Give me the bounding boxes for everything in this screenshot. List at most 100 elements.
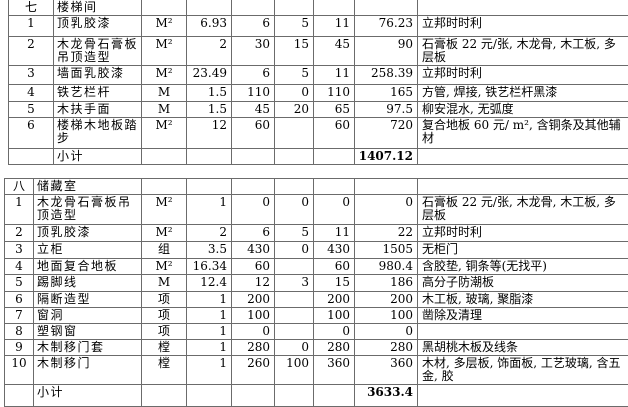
cell-price-3: 45 — [314, 37, 355, 66]
cell-item-name: 踢脚线 — [34, 275, 142, 292]
empty-cell — [355, 179, 418, 195]
empty-cell — [187, 385, 232, 407]
cell-unit: M² — [142, 225, 187, 242]
cell-item-name: 木制移门 — [34, 356, 142, 385]
cell-row-number: 10 — [5, 356, 34, 385]
cell-item-name: 木龙骨石膏板吊顶造型 — [34, 195, 142, 225]
empty-cell — [5, 385, 34, 407]
cell-item-name: 木制移门套 — [34, 340, 142, 356]
empty-cell — [275, 385, 314, 407]
cell-price-3: 280 — [314, 340, 355, 356]
cell-amount: 1505 — [355, 242, 418, 259]
cell-price-2 — [275, 259, 314, 275]
section-number: 七 — [9, 0, 54, 16]
cell-amount: 90 — [355, 37, 418, 66]
cell-unit: M² — [142, 16, 187, 37]
cell-unit: M² — [142, 37, 187, 66]
cell-price-2 — [275, 324, 314, 340]
cell-item-name: 立柜 — [34, 242, 142, 259]
cell-price-1: 430 — [232, 242, 275, 259]
cell-item-name: 木扶手面 — [54, 102, 142, 118]
cell-price-3: 430 — [314, 242, 355, 259]
cell-price-1: 200 — [232, 292, 275, 308]
cell-unit: M — [142, 102, 187, 118]
cell-remark: 木材, 多层板, 饰面板, 工艺玻璃, 含五金, 胶 — [418, 356, 628, 385]
cell-price-2: 0 — [275, 195, 314, 225]
empty-cell — [142, 0, 187, 16]
cell-amount: 720 — [355, 118, 418, 149]
cell-row-number: 3 — [5, 242, 34, 259]
empty-cell — [275, 149, 314, 165]
subtotal-amount: 3633.4 — [355, 385, 418, 407]
cell-unit: M — [142, 275, 187, 292]
cell-quantity: 1 — [187, 195, 232, 225]
cell-amount: 22 — [355, 225, 418, 242]
cell-quantity: 2 — [187, 225, 232, 242]
cell-price-3: 11 — [314, 16, 355, 37]
cell-price-1: 100 — [232, 308, 275, 324]
section-title: 储藏室 — [34, 179, 142, 195]
section-title: 楼梯间 — [54, 0, 142, 16]
cell-row-number: 4 — [9, 85, 54, 102]
cell-amount: 980.4 — [355, 259, 418, 275]
empty-cell — [232, 385, 275, 407]
cell-price-1: 260 — [232, 356, 275, 385]
cell-unit: M² — [142, 259, 187, 275]
cell-unit: M — [142, 85, 187, 102]
cell-price-3: 100 — [314, 308, 355, 324]
empty-cell — [142, 179, 187, 195]
cell-price-1: 6 — [232, 225, 275, 242]
empty-cell — [355, 0, 418, 16]
cell-remark: 石膏板 22 元/张, 木龙骨, 木工板, 多层板 — [418, 195, 628, 225]
cell-amount: 100 — [355, 308, 418, 324]
cell-price-1: 6 — [232, 66, 275, 85]
cell-quantity: 1 — [187, 308, 232, 324]
cell-item-name: 窗洞 — [34, 308, 142, 324]
cell-price-3: 60 — [314, 259, 355, 275]
cell-price-2: 0 — [275, 340, 314, 356]
empty-cell — [314, 0, 355, 16]
cell-price-3: 110 — [314, 85, 355, 102]
cell-price-3: 0 — [314, 195, 355, 225]
empty-cell — [232, 179, 275, 195]
cell-unit: M² — [142, 66, 187, 85]
cell-price-2: 5 — [275, 66, 314, 85]
cell-remark: 石膏板 22 元/张, 木龙骨, 木工板, 多层板 — [418, 37, 628, 66]
cell-price-3: 11 — [314, 66, 355, 85]
cell-unit: 组 — [142, 242, 187, 259]
cell-price-3: 65 — [314, 102, 355, 118]
cell-row-number: 5 — [5, 275, 34, 292]
cell-quantity: 12 — [187, 118, 232, 149]
cell-price-1: 0 — [232, 195, 275, 225]
cell-quantity: 12.4 — [187, 275, 232, 292]
cell-remark: 立邦时时利 — [418, 66, 628, 85]
cell-remark: 凿除及清理 — [418, 308, 628, 324]
cell-item-name: 铁艺栏杆 — [54, 85, 142, 102]
cell-row-number: 4 — [5, 259, 34, 275]
cell-row-number: 2 — [9, 37, 54, 66]
cell-item-name: 地面复合地板 — [34, 259, 142, 275]
empty-cell — [9, 149, 54, 165]
cell-price-3: 200 — [314, 292, 355, 308]
cell-amount: 258.39 — [355, 66, 418, 85]
empty-cell — [418, 385, 628, 407]
cell-unit: 项 — [142, 292, 187, 308]
cell-price-3: 15 — [314, 275, 355, 292]
cell-price-3: 11 — [314, 225, 355, 242]
cell-quantity: 1 — [187, 340, 232, 356]
cell-price-2: 3 — [275, 275, 314, 292]
cell-amount: 360 — [355, 356, 418, 385]
cell-row-number: 1 — [9, 16, 54, 37]
cell-price-1: 280 — [232, 340, 275, 356]
cell-quantity: 1.5 — [187, 85, 232, 102]
